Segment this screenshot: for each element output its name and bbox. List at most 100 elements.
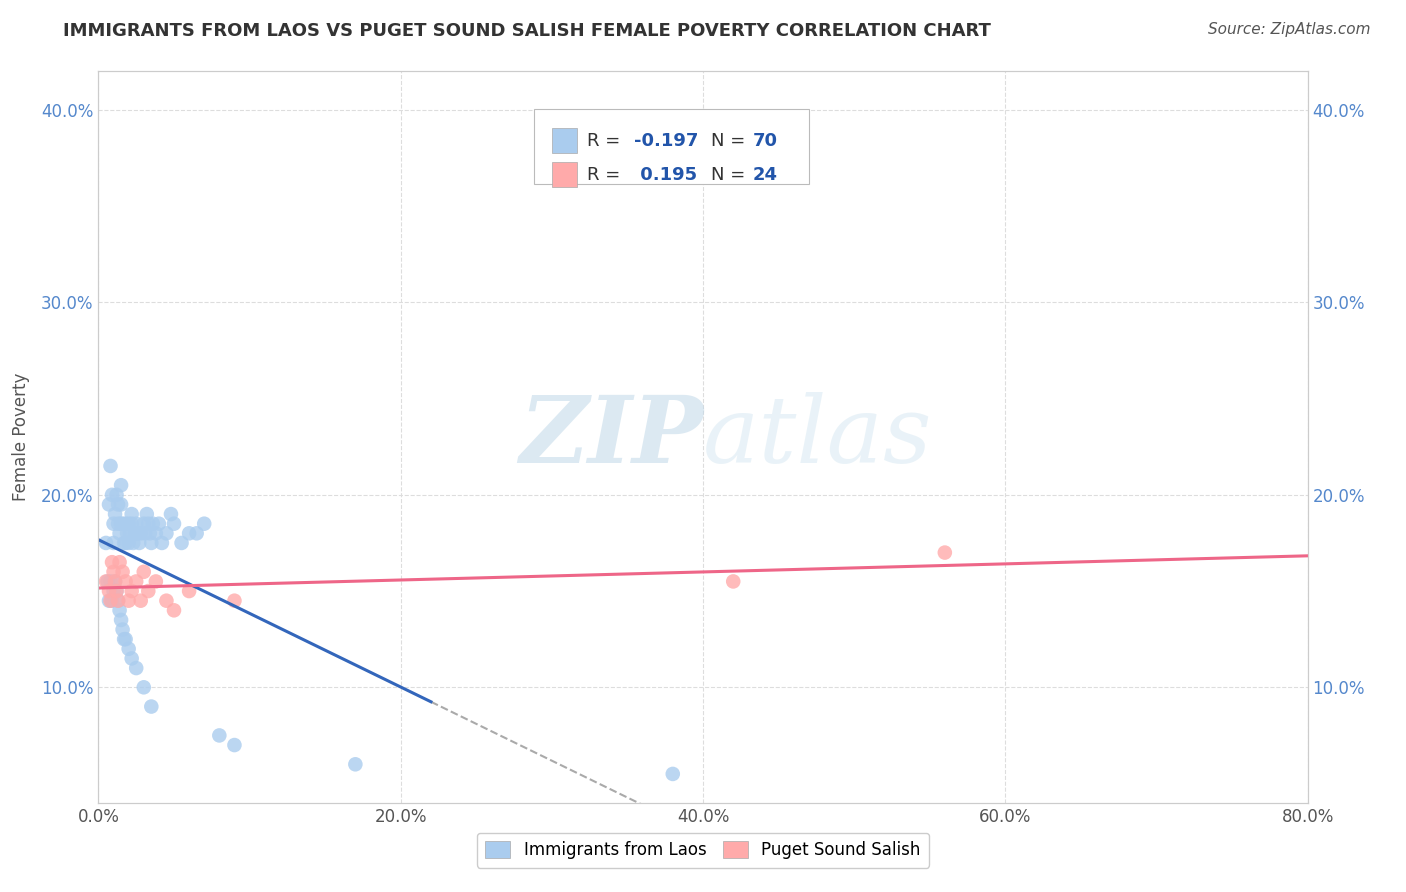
Point: [96, 574, 118, 589]
Point: [127, 526, 149, 541]
Point: [148, 516, 170, 531]
Point: [105, 584, 128, 599]
Point: [120, 526, 142, 541]
Point: [121, 584, 143, 599]
Text: 24: 24: [754, 166, 778, 184]
Point: [98, 498, 121, 512]
Point: [224, 738, 246, 752]
Text: ZIP: ZIP: [519, 392, 703, 482]
Point: [122, 536, 145, 550]
Text: IMMIGRANTS FROM LAOS VS PUGET SOUND SALISH FEMALE POVERTY CORRELATION CHART: IMMIGRANTS FROM LAOS VS PUGET SOUND SALI…: [63, 22, 991, 40]
Point: [129, 526, 152, 541]
Point: [103, 565, 125, 579]
Point: [111, 516, 134, 531]
Text: 0.195: 0.195: [634, 166, 697, 184]
Point: [107, 593, 129, 607]
Point: [208, 728, 231, 742]
Point: [125, 526, 148, 541]
Point: [98, 584, 121, 599]
Point: [107, 516, 129, 531]
Point: [111, 623, 134, 637]
Point: [118, 536, 141, 550]
Point: [125, 574, 148, 589]
Y-axis label: Female Poverty: Female Poverty: [11, 373, 30, 501]
Point: [141, 536, 163, 550]
Text: R =: R =: [588, 166, 626, 184]
Text: 70: 70: [754, 132, 778, 150]
Point: [124, 526, 146, 541]
Point: [179, 526, 201, 541]
Point: [104, 574, 127, 589]
Point: [129, 593, 152, 607]
Point: [145, 526, 167, 541]
Point: [111, 565, 134, 579]
Point: [163, 516, 186, 531]
Point: [110, 498, 132, 512]
Point: [179, 584, 201, 599]
Point: [103, 584, 125, 599]
Point: [344, 757, 367, 772]
Point: [105, 584, 128, 599]
Point: [723, 574, 745, 589]
Point: [121, 516, 143, 531]
Point: [108, 555, 131, 569]
Text: R =: R =: [588, 132, 626, 150]
Point: [136, 584, 159, 599]
Point: [101, 593, 124, 607]
Point: [107, 593, 129, 607]
Point: [103, 536, 125, 550]
Legend: Immigrants from Laos, Puget Sound Salish: Immigrants from Laos, Puget Sound Salish: [477, 833, 929, 868]
Point: [121, 651, 143, 665]
Point: [934, 545, 956, 559]
Text: N =: N =: [711, 166, 745, 184]
Point: [94, 574, 117, 589]
Point: [107, 498, 129, 512]
Point: [134, 526, 156, 541]
Point: [108, 526, 131, 541]
Point: [114, 516, 136, 531]
Point: [121, 507, 143, 521]
Point: [118, 593, 141, 607]
Point: [100, 458, 122, 473]
Point: [193, 516, 215, 531]
Point: [136, 516, 159, 531]
Point: [125, 661, 148, 675]
Point: [145, 574, 167, 589]
Point: [132, 516, 155, 531]
Point: [103, 516, 125, 531]
Point: [110, 516, 132, 531]
Point: [112, 536, 135, 550]
Point: [135, 507, 157, 521]
Point: [186, 526, 208, 541]
Point: [98, 593, 121, 607]
Point: [128, 536, 150, 550]
Point: [155, 526, 177, 541]
Point: [108, 603, 131, 617]
Point: [100, 574, 122, 589]
Point: [118, 516, 141, 531]
Point: [114, 574, 136, 589]
Text: Source: ZipAtlas.com: Source: ZipAtlas.com: [1208, 22, 1371, 37]
Point: [115, 526, 138, 541]
Point: [224, 593, 246, 607]
Point: [125, 516, 148, 531]
Point: [110, 478, 132, 492]
Point: [150, 536, 173, 550]
Point: [661, 767, 683, 781]
Point: [160, 507, 183, 521]
Point: [155, 593, 177, 607]
Point: [141, 699, 163, 714]
Point: [105, 488, 128, 502]
Point: [94, 536, 117, 550]
Point: [170, 536, 193, 550]
Point: [112, 632, 135, 647]
Text: atlas: atlas: [703, 392, 932, 482]
Point: [139, 526, 162, 541]
Point: [104, 507, 127, 521]
Point: [101, 555, 124, 569]
Point: [142, 516, 165, 531]
Text: -0.197: -0.197: [634, 132, 697, 150]
Point: [101, 488, 124, 502]
Point: [132, 565, 155, 579]
Point: [132, 681, 155, 695]
